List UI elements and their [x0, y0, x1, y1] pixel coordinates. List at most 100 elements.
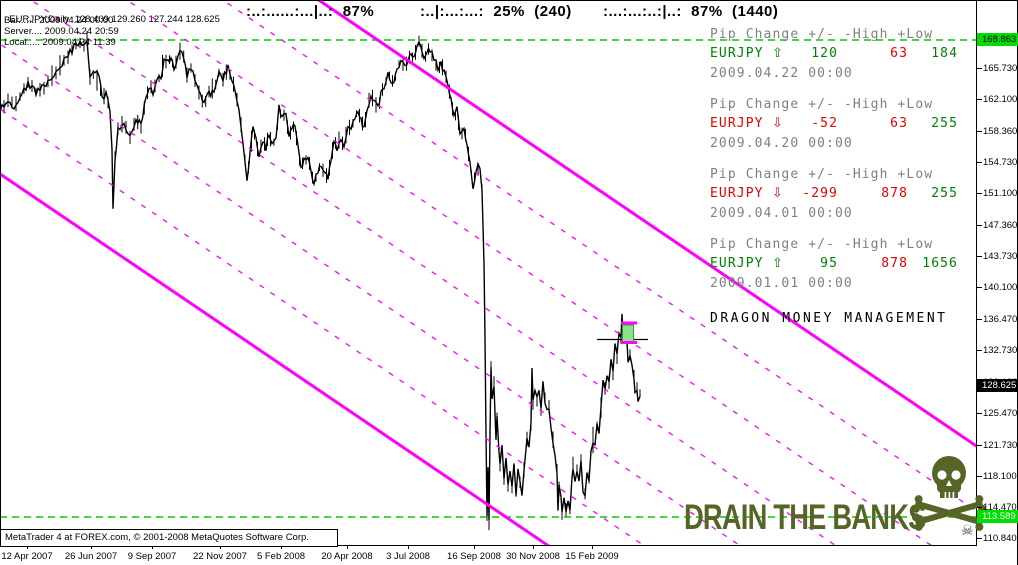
pip-change-value: 120	[811, 46, 838, 61]
trade-marker[interactable]	[622, 324, 634, 343]
price-tick	[977, 99, 982, 100]
pip-header: Pip Change +/- -High +Low	[710, 27, 934, 42]
bar-countdown-indicator: :..:......:...|..: 87%	[246, 3, 375, 20]
drain-the-banks-logo: DRAIN THE BANKS	[684, 498, 926, 537]
pip-symbol: EURJPY	[710, 256, 764, 271]
time-axis-border	[0, 545, 977, 546]
pip-arrow-up-icon: ⇧	[772, 46, 783, 61]
date-tick	[347, 545, 348, 549]
pip-header: Pip Change +/- -High +Low	[710, 237, 934, 252]
pip-timestamp: 2009.04.01 00:00	[710, 206, 853, 221]
pip-high-value: 878	[881, 186, 908, 201]
price-tick-label: 118.100	[983, 471, 1017, 482]
chart-title: EURJPY,Daily 128.409 129.260 127.244 128…	[4, 3, 220, 25]
date-tick	[27, 545, 28, 549]
pip-timestamp: 2009.01.01 00:00	[710, 276, 853, 291]
price-tick	[977, 193, 982, 194]
pip-low-value: 255	[931, 116, 958, 131]
watermark-text: DRAGON MONEY MANAGEMENT	[710, 311, 948, 326]
pip-low-value: 255	[931, 186, 958, 201]
price-tick	[977, 319, 982, 320]
chart-canvas[interactable]	[0, 0, 977, 546]
pip-timestamp: 2009.04.22 00:00	[710, 66, 853, 81]
price-tick-label: 114.470	[983, 502, 1017, 513]
date-label: 30 Nov 2008	[506, 551, 560, 562]
price-tick-label: 162.100	[983, 94, 1018, 105]
pip-symbol: EURJPY	[710, 186, 764, 201]
pip-header: Pip Change +/- -High +Low	[710, 97, 934, 112]
date-label: 12 Apr 2007	[1, 551, 53, 562]
price-tick	[977, 287, 982, 288]
price-tick-label: 125.470	[983, 408, 1018, 419]
copyright-box: MetaTrader 4 at FOREX.com, © 2001-2008 M…	[0, 529, 338, 547]
price-tick	[977, 507, 982, 508]
price-tick	[977, 445, 982, 446]
price-tick	[977, 256, 982, 257]
price-tick	[977, 413, 982, 414]
bid-price-label: 128.625	[977, 379, 1018, 392]
pip-high-value: 63	[890, 46, 908, 61]
date-label: 15 Feb 2009	[565, 551, 619, 562]
bar-countdown-indicator: :...:...:..:|..: 87% (1440)	[603, 3, 779, 20]
candles-path	[0, 39, 641, 521]
pip-arrow-down-icon: ⇩	[772, 116, 783, 131]
pip-values-row: EURJPY ⇧ 95 878 1656	[710, 256, 972, 273]
pip-change-value: 95	[820, 256, 838, 271]
date-tick	[408, 545, 409, 549]
price-tick-label: 151.100	[983, 188, 1018, 199]
price-tick	[977, 68, 982, 69]
ohlc-values: 128.409 129.260 127.244 128.625	[74, 14, 220, 25]
pip-values-row: EURJPY ⇩ -52 63 255	[710, 116, 972, 133]
date-tick	[281, 545, 282, 549]
price-tick-label: 154.730	[983, 157, 1018, 168]
skull-crossbones-icon	[911, 456, 987, 531]
price-tick-label: 147.360	[983, 220, 1018, 231]
price-tick-label: 121.730	[983, 440, 1018, 451]
price-tick-label: 110.840	[983, 533, 1017, 544]
price-tick	[977, 476, 982, 477]
date-tick	[474, 545, 475, 549]
price-tick-label: 165.730	[983, 63, 1018, 74]
price-tick	[977, 162, 982, 163]
ask-price-label: 168.863	[977, 33, 1018, 46]
date-label: 3 Jul 2008	[386, 551, 430, 562]
price-tick	[977, 131, 982, 132]
pip-change-value: -52	[811, 116, 838, 131]
pip-values-row: EURJPY ⇩ -299 878 255	[710, 186, 972, 203]
bar-time-line: Bar....... 2009.04.24 00:00	[4, 15, 114, 26]
price-axis-border	[976, 0, 977, 546]
price-tick	[977, 538, 982, 539]
date-tick	[220, 545, 221, 549]
date-tick	[592, 545, 593, 549]
date-label: 20 Apr 2008	[321, 551, 373, 562]
pip-arrow-up-icon: ⇧	[772, 256, 783, 271]
date-label: 5 Feb 2008	[256, 551, 306, 562]
date-tick	[152, 545, 153, 549]
date-tick	[91, 545, 92, 549]
pip-high-value: 878	[881, 256, 908, 271]
trade-open-tick	[621, 321, 637, 325]
pip-values-row: EURJPY ⇧ 120 63 184	[710, 46, 972, 63]
price-tick-label: 158.360	[983, 126, 1018, 137]
pip-high-value: 63	[890, 116, 908, 131]
price-tick	[977, 225, 982, 226]
price-tick	[977, 350, 982, 351]
price-tick-label: 143.730	[983, 251, 1018, 262]
trade-close-tick	[621, 341, 637, 344]
level-price-label: 113.589	[977, 510, 1018, 523]
date-tick	[533, 545, 534, 549]
time-axis[interactable]: 12 Apr 2007 26 Jun 2007 9 Sep 2007 22 Nov 2…	[0, 545, 977, 565]
date-label: 26 Jun 2007	[64, 551, 118, 562]
price-tick-label: 140.100	[983, 282, 1018, 293]
server-time-line: Server.... 2009.04.24 20:59	[4, 26, 119, 37]
channel-line-solid	[315, 0, 977, 449]
date-label: 16 Sep 2008	[447, 551, 501, 562]
date-label: 9 Sep 2007	[127, 551, 177, 562]
pip-arrow-down-icon: ⇩	[772, 186, 783, 201]
pip-change-value: -299	[802, 186, 838, 201]
price-axis[interactable]: 169.360165.730162.100158.360154.730151.1…	[977, 0, 1018, 546]
candles-wicks	[0, 31, 641, 531]
price-tick-label: 136.470	[983, 314, 1018, 325]
small-skull-icon: ☠	[961, 523, 974, 539]
